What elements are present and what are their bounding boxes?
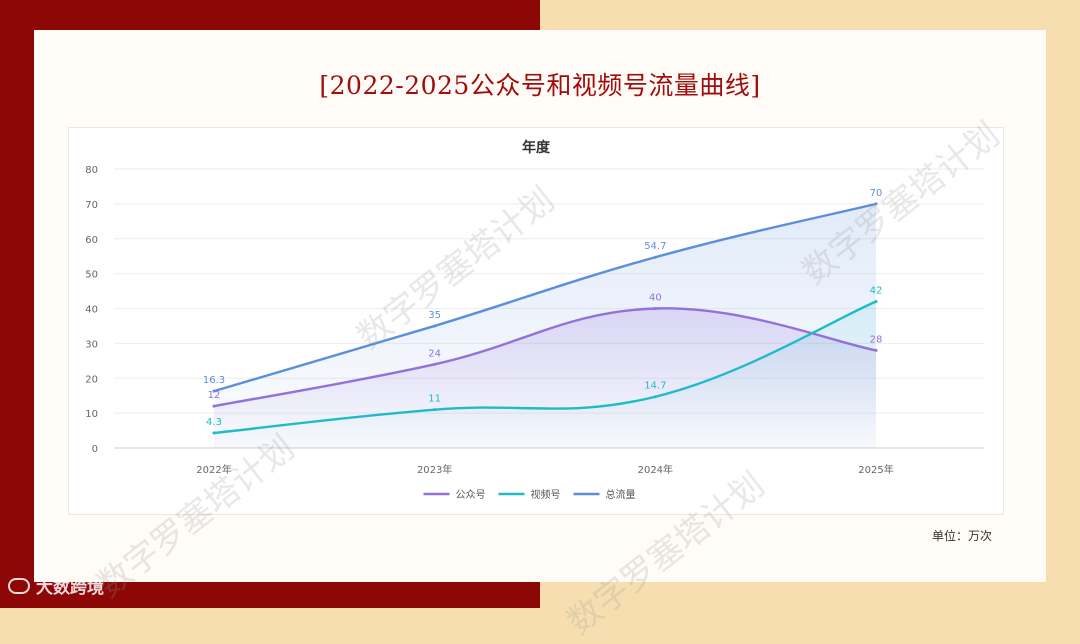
series-area [214,301,876,448]
data-label: 40 [649,293,662,304]
data-label: 70 [870,188,883,199]
data-label: 16.3 [203,375,225,386]
data-point [653,307,657,310]
data-label: 28 [870,334,883,345]
data-point [653,395,657,399]
y-tick-label: 50 [85,270,98,281]
y-tick-label: 20 [85,374,98,385]
y-tick-label: 60 [85,235,98,246]
y-tick-label: 70 [85,200,98,211]
page-title: [2022-2025公众号和视频号流量曲线] [319,71,761,100]
series-line [212,202,878,393]
brand-logo-icon [8,577,30,594]
data-point [874,202,878,206]
unit-label: 单位：万次 [931,529,992,543]
data-point [212,431,216,435]
data-point [212,389,216,393]
series-line [212,307,878,408]
footer-brand: 大数跨境 [8,573,104,598]
data-point [433,324,437,328]
data-label: 12 [208,390,221,401]
x-tick-label: 2022年 [196,463,231,476]
data-point [433,408,437,412]
data-label: 54.7 [644,241,666,252]
data-point [433,362,437,366]
legend-item-label: 视频号 [531,488,561,501]
y-tick-label: 10 [85,409,98,420]
slide-card: [2022-2025公众号和视频号流量曲线] 年度 [34,30,1046,582]
data-label: 14.7 [644,381,666,392]
series-line [212,300,878,435]
line-chart: 年度 12 24 40 28 4.3 11 14.7 42 16.3 35 54.7 70 0 10 20… [85,139,984,501]
legend-item-label: 公众号 [456,489,486,501]
y-tick-label: 40 [85,305,98,316]
data-point [653,255,657,259]
chart-title: 年度 [522,139,551,156]
data-label: 42 [870,286,883,297]
data-label: 35 [428,310,441,321]
y-tick-label: 30 [85,339,98,350]
chart-panel: 年度 12 24 40 28 4.3 11 14.7 42 16.3 35 54.7 70 0 10 20… [68,127,1004,515]
x-tick-label: 2024年 [638,463,673,476]
data-point [874,348,878,352]
y-tick-label: 80 [85,165,98,176]
data-point [212,404,216,408]
legend-item-label: 总流量 [606,488,636,501]
data-label: 24 [428,348,441,359]
data-label: 11 [428,394,441,405]
data-point [874,300,878,304]
x-tick-label: 2025年 [858,463,893,476]
x-tick-label: 2023年 [417,463,452,476]
y-tick-label: 0 [92,444,98,455]
data-label: 4.3 [206,417,222,428]
footer-brand-label: 大数跨境 [36,578,104,598]
